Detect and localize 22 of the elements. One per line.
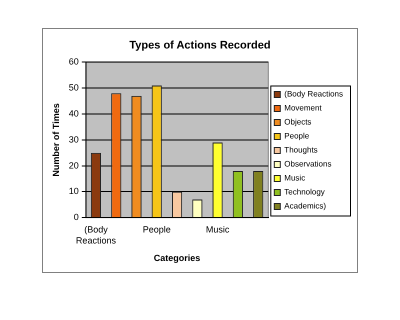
y-tick-label: 0 (74, 212, 79, 222)
legend-label: Observations (284, 160, 332, 169)
x-tick-label: People (142, 224, 171, 234)
legend-label: Academics) (284, 202, 326, 211)
y-axis-title: Number of Times (50, 103, 61, 177)
y-tick-label: 40 (68, 108, 79, 118)
legend-label: Movement (284, 104, 322, 113)
x-tick-label: (Body Reactions (76, 224, 116, 246)
x-tick-label: Music (206, 224, 230, 234)
y-tick-label: 60 (68, 56, 79, 67)
legend-label: Objects (284, 118, 312, 127)
chart-title: Types of Actions Recorded (129, 40, 271, 52)
legend-label: Thoughts (284, 146, 318, 155)
legend-label: Music (284, 174, 306, 183)
y-tick-label: 50 (68, 82, 79, 93)
x-axis-title: Categories (154, 253, 200, 264)
legend-label: (Body Reactions (284, 90, 344, 99)
y-tick-label: 30 (68, 134, 79, 144)
y-tick-label: 10 (68, 186, 79, 196)
legend-label: People (284, 132, 310, 141)
y-tick-label: 20 (68, 160, 79, 170)
legend-label: Technology (284, 188, 325, 197)
